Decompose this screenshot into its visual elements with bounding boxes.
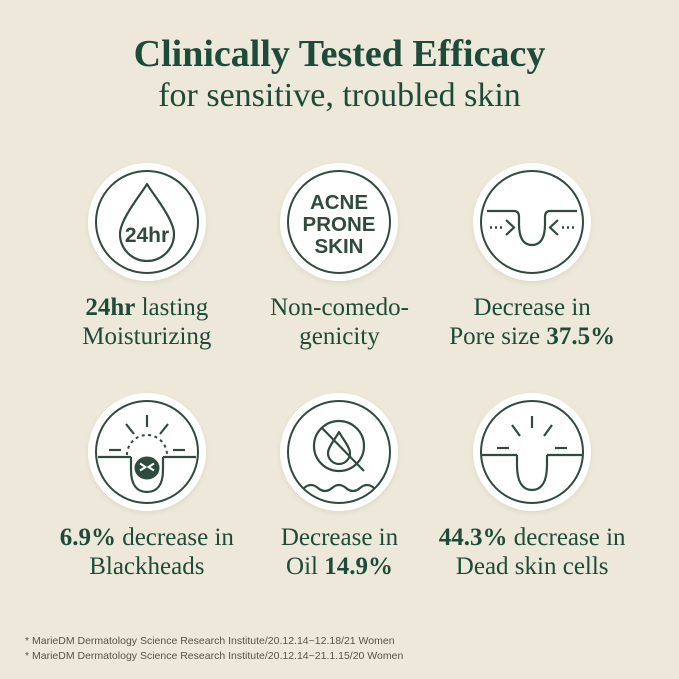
caption-text: Decrease in	[280, 523, 399, 551]
card-dead-skin-cells: 44.3% decrease in Dead skin cells	[436, 392, 629, 581]
dead-skin-cell-clearing-icon	[480, 399, 585, 504]
caption-bold: 37.5%	[546, 322, 616, 350]
footnote-study-2: * MarieDM Dermatology Science Research I…	[25, 650, 404, 663]
card-caption: 24hr lasting Moisturizing	[82, 293, 211, 351]
blackheads-badge	[87, 392, 206, 511]
footnote-study-1: * MarieDM Dermatology Science Research I…	[25, 634, 395, 647]
pore-tightening-icon	[480, 169, 585, 274]
card-caption: Decrease in Pore size 37.5%	[449, 293, 615, 351]
page-title: Clinically Tested Efficacy	[133, 33, 546, 75]
caption-text: decrease in	[507, 523, 626, 551]
acne-prone-skin-badge: ACNE PRONE SKIN	[280, 162, 399, 281]
caption-bold: 14.9%	[324, 552, 393, 580]
pore-size-badge	[473, 162, 592, 281]
water-droplet-24hr-icon: 24hr	[94, 169, 199, 274]
caption-bold: 44.3%	[438, 523, 508, 551]
moisturizing-badge: 24hr	[87, 162, 206, 281]
page-subtitle: for sensitive, troubled skin	[158, 76, 521, 114]
caption-text: Moisturizing	[82, 322, 212, 350]
caption-text: Oil	[286, 552, 325, 580]
card-blackheads: 6.9% decrease in Blackheads	[51, 392, 244, 581]
dead-skin-badge	[473, 392, 592, 511]
icon-acne-text: ACNE	[310, 191, 368, 214]
caption-bold: 6.9%	[59, 523, 116, 551]
caption-text: Dead skin cells	[455, 552, 609, 580]
card-pore-size: Decrease in Pore size 37.5%	[436, 162, 629, 351]
caption-text: Blackheads	[89, 552, 205, 580]
card-caption: Non-comedo- genicity	[270, 293, 409, 351]
card-caption: 44.3% decrease in Dead skin cells	[439, 523, 626, 581]
header: Clinically Tested Efficacy for sensitive…	[0, 0, 679, 114]
oil-badge	[280, 392, 399, 511]
caption-text: lasting	[135, 293, 209, 321]
card-oil: Decrease in Oil 14.9%	[243, 392, 436, 581]
caption-text: Non-comedo-	[270, 293, 409, 321]
footnotes: * MarieDM Dermatology Science Research I…	[25, 634, 403, 666]
efficacy-grid: 24hr 24hr lasting Moisturizing ACNE PRON…	[51, 162, 629, 581]
card-caption: 6.9% decrease in Blackheads	[60, 523, 234, 581]
caption-text: Decrease in	[473, 293, 591, 321]
caption-text: decrease in	[115, 523, 234, 551]
icon-skin-text: SKIN	[315, 235, 364, 258]
oil-control-icon	[287, 399, 392, 504]
caption-text: Pore size	[449, 322, 547, 350]
blackhead-removal-icon	[94, 399, 199, 504]
card-moisturizing: 24hr 24hr lasting Moisturizing	[51, 162, 244, 351]
card-non-comedogenicity: ACNE PRONE SKIN Non-comedo- genicity	[243, 162, 436, 351]
icon-24hr-text: 24hr	[125, 224, 169, 247]
caption-bold: 24hr	[85, 293, 136, 321]
icon-prone-text: PRONE	[303, 213, 376, 236]
acne-prone-skin-icon: ACNE PRONE SKIN	[287, 169, 392, 274]
caption-text: genicity	[299, 322, 380, 350]
card-caption: Decrease in Oil 14.9%	[281, 523, 398, 581]
